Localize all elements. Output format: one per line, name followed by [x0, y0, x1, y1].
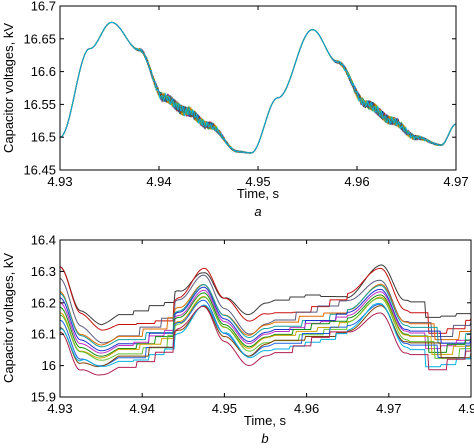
series-line-b [59, 292, 472, 357]
series-line-b [59, 289, 472, 354]
plot-area-b [59, 264, 472, 376]
series-line-b [59, 284, 472, 348]
y-tick-label-a: 16.7 [31, 0, 56, 14]
y-tick-label-b: 16.4 [31, 233, 56, 248]
panel-a: 4.93 4.94 4.95 4.96 4.97 16.45 16.5 16.55 16.6 16… [1, 0, 469, 219]
x-tick-label-a: 4.97 [443, 174, 468, 189]
y-tick-label-b: 16.3 [31, 264, 56, 279]
ticks-b: 4.93 4.94 4.95 4.96 4.97 4.98 15.9 16 16.1 16.2 16… [31, 233, 474, 417]
y-tick-label-b: 16 [42, 358, 56, 373]
series-line-b [59, 264, 472, 326]
x-tick-label-a: 4.95 [245, 174, 270, 189]
x-tick-label-b: 4.96 [294, 401, 319, 416]
x-tick-label-b: 4.94 [130, 401, 155, 416]
series-line-a [59, 21, 457, 154]
series-line-a [59, 21, 457, 154]
series-line-b [59, 302, 472, 368]
series-line-a [59, 21, 457, 154]
series-line-b [59, 286, 472, 352]
ticks-a: 4.93 4.94 4.95 4.96 4.97 16.45 16.5 16.55 16.6 16… [23, 0, 468, 189]
x-tick-label-a: 4.96 [344, 174, 369, 189]
series-line-b [59, 299, 472, 367]
y-axis-label-a: Capacitor voltages, kV [1, 23, 16, 153]
x-axis-label-a: Time, s [237, 186, 280, 201]
panel-b: 4.93 4.94 4.95 4.96 4.97 4.98 15.9 16 16.1 16.2 16… [1, 233, 474, 447]
x-tick-label-b: 4.95 [212, 401, 237, 416]
axes-box-b [59, 239, 472, 398]
series-line-a [59, 21, 457, 154]
panel-label-b: b [261, 431, 268, 446]
series-line-b [59, 266, 472, 334]
series-line-b [59, 283, 472, 346]
x-tick-label-b: 4.93 [47, 401, 72, 416]
y-tick-label-b: 15.9 [31, 390, 56, 405]
y-tick-label-a: 16.5 [31, 130, 56, 145]
series-line-b [59, 295, 472, 359]
series-line-a [59, 21, 457, 154]
panel-label-a: a [254, 204, 261, 219]
x-tick-label-a: 4.93 [47, 174, 72, 189]
y-tick-label-a: 16.45 [23, 163, 56, 178]
x-tick-label-b: 4.97 [376, 401, 401, 416]
y-axis-label-b: Capacitor voltages, kV [1, 253, 16, 383]
series-line-a [59, 21, 457, 154]
series-line-a [59, 21, 457, 154]
y-tick-label-b: 16.1 [31, 327, 56, 342]
y-tick-label-b: 16.2 [31, 295, 56, 310]
x-axis-label-b: Time, s [244, 413, 287, 428]
series-line-a [59, 21, 457, 154]
series-line-b [59, 296, 472, 361]
series-line-b [59, 305, 472, 376]
series-line-a [59, 21, 457, 154]
x-tick-label-b: 4.98 [458, 401, 474, 416]
y-tick-label-a: 16.65 [23, 31, 56, 46]
y-tick-label-a: 16.55 [23, 97, 56, 112]
x-tick-label-a: 4.94 [146, 174, 171, 189]
series-line-a [59, 21, 457, 154]
y-tick-label-a: 16.6 [31, 64, 56, 79]
series-line-a [59, 21, 457, 154]
series-line-a [59, 21, 457, 154]
series-line-b [59, 305, 472, 368]
plot-area-a [59, 21, 457, 154]
